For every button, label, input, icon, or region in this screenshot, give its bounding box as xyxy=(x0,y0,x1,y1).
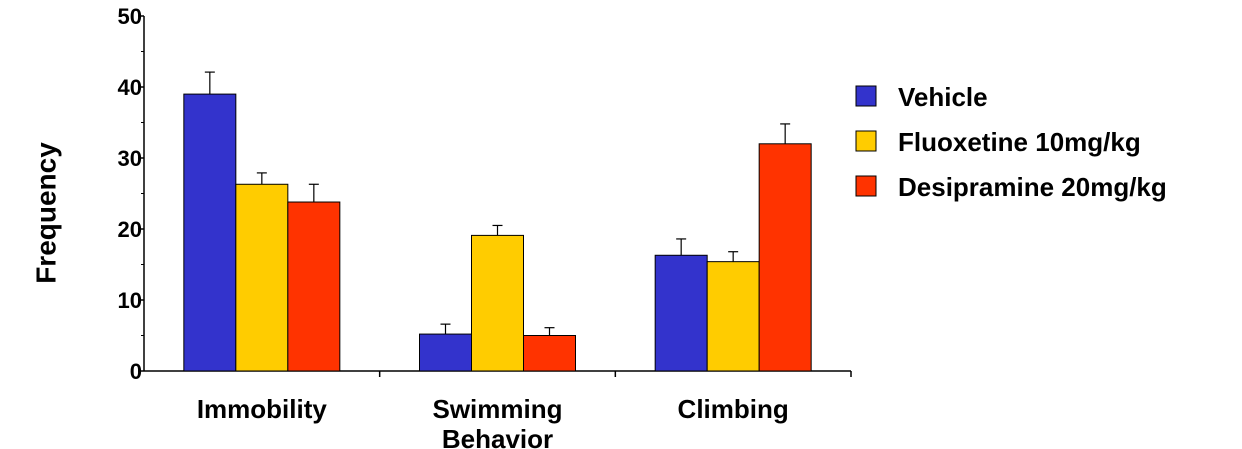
legend-label: Vehicle xyxy=(898,82,988,112)
bar-desipramine-2 xyxy=(758,143,812,372)
legend-label: Fluoxetine 10mg/kg xyxy=(898,127,1141,157)
y-tick-label: 30 xyxy=(118,146,142,171)
y-tick-label: 40 xyxy=(118,75,142,100)
legend-swatch xyxy=(855,85,877,107)
x-category-label: Behavior xyxy=(442,424,553,449)
bar-vehicle-1 xyxy=(419,333,472,372)
x-category-label: Immobility xyxy=(197,394,328,424)
bar-desipramine-0 xyxy=(287,201,341,372)
y-axis-title: Frequency xyxy=(30,142,61,284)
legend-label: Desipramine 20mg/kg xyxy=(898,172,1167,202)
bar-fluoxetine-1 xyxy=(471,234,524,372)
bar-fluoxetine-0 xyxy=(235,183,289,372)
x-category-label: Swimming xyxy=(432,394,562,424)
bar-vehicle-2 xyxy=(654,254,708,372)
bar-fluoxetine-2 xyxy=(706,261,760,372)
x-category-label: Climbing xyxy=(678,394,789,424)
legend-swatch xyxy=(855,175,877,197)
bar-vehicle-0 xyxy=(183,93,237,372)
y-tick-label: 10 xyxy=(118,288,142,313)
y-tick-label: 50 xyxy=(118,4,142,29)
bar-desipramine-1 xyxy=(523,335,576,372)
y-tick-label: 0 xyxy=(130,359,142,384)
y-tick-label: 20 xyxy=(118,217,142,242)
legend-swatch xyxy=(855,130,877,152)
